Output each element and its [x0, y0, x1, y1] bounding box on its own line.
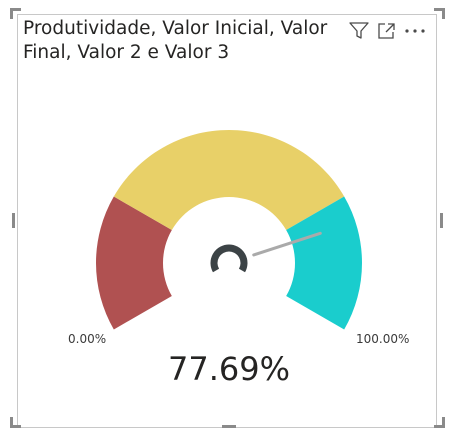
- more-options-button[interactable]: [401, 18, 429, 44]
- resize-handle-top-right[interactable]: [442, 8, 445, 19]
- more-options-icon: [405, 29, 425, 33]
- focus-mode-icon: [378, 23, 395, 39]
- gauge-hub-group: [210, 244, 248, 273]
- resize-handle-bottom-left[interactable]: [10, 425, 21, 428]
- resize-handle-right[interactable]: [440, 213, 443, 228]
- focus-mode-button[interactable]: [373, 18, 401, 44]
- resize-handle-top-left[interactable]: [10, 8, 21, 11]
- gauge-segment-1: [96, 196, 172, 330]
- resize-handle-top-left[interactable]: [10, 8, 13, 19]
- gauge-needle-group: [252, 231, 322, 257]
- resize-handle-bottom-right[interactable]: [434, 425, 445, 428]
- resize-handle-bottom-left[interactable]: [10, 417, 13, 428]
- gauge-hub: [210, 244, 248, 273]
- gauge-segments: [96, 130, 362, 330]
- gauge-value-label: 77.69%: [167, 350, 290, 388]
- gauge-min-label: 0.00%: [68, 332, 107, 346]
- gauge-max-label: 100.00%: [356, 332, 410, 346]
- resize-handle-left[interactable]: [12, 213, 15, 228]
- resize-handle-bottom-right[interactable]: [442, 417, 445, 428]
- resize-handle-bottom[interactable]: [222, 425, 236, 428]
- visual-title: Produtividade, Valor Inicial, Valor Fina…: [23, 18, 328, 63]
- visual-header: [345, 18, 429, 44]
- gauge-segment-3: [286, 196, 362, 330]
- filter-button[interactable]: [345, 18, 373, 44]
- gauge-segment-2: [113, 130, 345, 230]
- filter-icon: [349, 22, 369, 39]
- gauge-needle: [252, 231, 322, 257]
- resize-handle-top-right[interactable]: [434, 8, 445, 11]
